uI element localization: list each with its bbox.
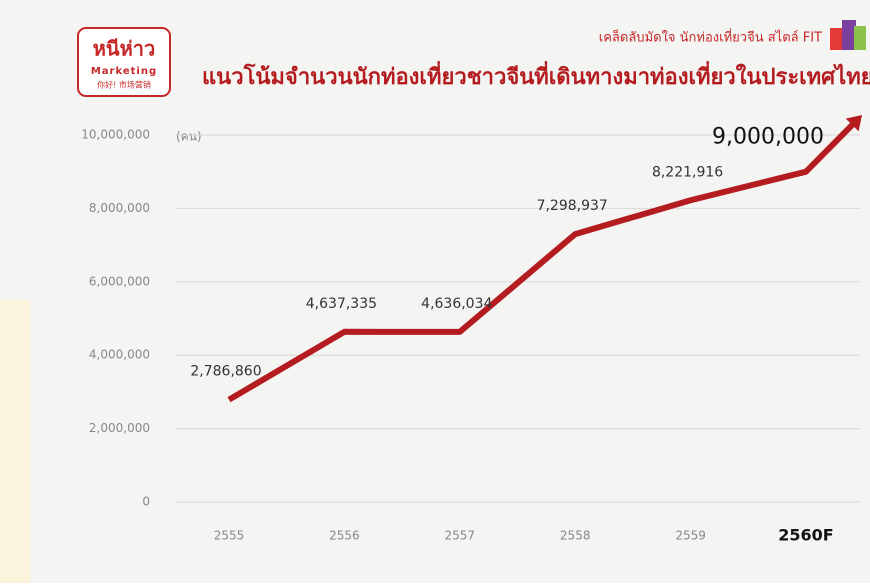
data-line [227,168,807,403]
x-tick-label: 2556 [329,529,360,543]
y-tick-label: 10,000,000 [81,128,150,142]
logo-tagline: Marketing [91,66,157,77]
value-label: 4,637,335 [306,296,377,312]
x-tick-label: 2559 [675,529,706,543]
y-tick-label: 2,000,000 [89,421,150,435]
x-tick-label: 2560F [778,526,833,545]
value-label: 2,786,860 [190,364,261,380]
bags-icon [830,20,866,50]
y-tick-label: 4,000,000 [89,348,150,362]
value-label: 7,298,937 [537,198,608,214]
value-label: 9,000,000 [712,125,824,150]
logo-box [77,27,171,97]
value-label: 4,636,034 [421,296,492,312]
x-tick-label: 2557 [445,529,476,543]
y-tick-label: 8,000,000 [89,201,150,215]
x-tick-label: 2555 [214,529,245,543]
value-label: 8,221,916 [652,164,723,180]
x-tick-label: 2558 [560,529,591,543]
trend-arrow [803,121,856,175]
y-tick-label: 0 [142,495,150,509]
y-axis-label: (คน) [176,130,202,144]
header-note: เคล็ดลับมัดใจ นักท่องเที่ยวจีน สไตล์ FIT [599,28,822,46]
side-strip [0,300,30,583]
arrow-head [845,115,862,132]
logo-subtext: 你好! 市场营销 [97,80,151,90]
logo-name: หนีห่าว [93,37,156,61]
chart-title: แนวโน้มจำนวนนักท่องเที่ยวชาวจีนที่เดินทา… [202,60,870,90]
y-tick-label: 6,000,000 [89,274,150,288]
